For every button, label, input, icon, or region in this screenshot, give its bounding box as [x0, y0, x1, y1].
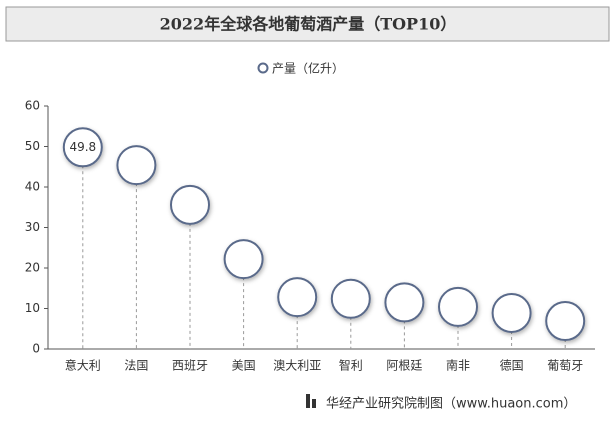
x-tick-label: 法国 — [124, 359, 148, 373]
footer-icon — [306, 394, 310, 408]
bubble — [116, 145, 157, 186]
y-tick-label: 50 — [25, 139, 40, 153]
x-tick-label: 澳大利亚 — [273, 359, 321, 373]
footer: 华经产业研究院制图（www.huaon.com） — [326, 397, 576, 412]
legend-label: 产量（亿升） — [272, 61, 344, 76]
x-tick-label: 智利 — [339, 358, 363, 373]
y-tick-label: 60 — [25, 99, 40, 113]
y-tick-label: 20 — [25, 261, 40, 275]
x-tick-label: 南非 — [446, 358, 470, 373]
bubble — [384, 282, 425, 323]
y-tick-label: 40 — [25, 180, 40, 194]
x-tick-label: 德国 — [500, 358, 524, 373]
x-tick-label: 美国 — [232, 359, 256, 373]
bubble — [330, 278, 371, 319]
x-tick-label: 意大利 — [65, 358, 101, 373]
bubble — [223, 239, 264, 280]
bubble — [491, 292, 532, 333]
x-tick-label: 阿根廷 — [386, 359, 422, 373]
data-label: 49.8 — [69, 140, 96, 154]
bubble — [277, 277, 318, 318]
y-tick-label: 30 — [25, 220, 40, 234]
legend-marker — [257, 62, 269, 74]
bubble — [438, 286, 478, 327]
bubble — [170, 184, 210, 225]
title-box — [5, 6, 610, 42]
bubble — [62, 127, 103, 168]
y-tick-label: 10 — [25, 301, 40, 315]
footer-icon — [312, 399, 316, 408]
chart-title: 2022年全球各地葡萄酒产量（TOP10） — [160, 15, 457, 34]
x-tick-label: 葡萄牙 — [547, 359, 583, 373]
bubble — [545, 301, 586, 342]
y-tick-label: 0 — [32, 342, 40, 356]
x-tick-label: 西班牙 — [172, 359, 208, 373]
